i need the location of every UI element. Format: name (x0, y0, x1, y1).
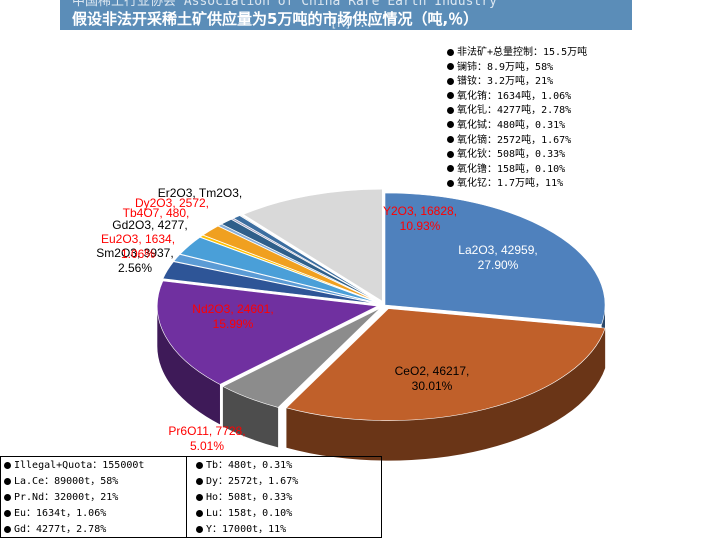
slice-labels: Y2O3, 16828, 10.93%La2O3, 42959, 27.90% CeO… (96, 186, 537, 453)
pie-slice-eu2o3 (173, 254, 378, 304)
legend-item: 氧化钆：4277吨，2.78% (447, 104, 587, 119)
footer-divider (186, 456, 187, 538)
footer-item: Illegal+Quota：155000t (0, 458, 180, 474)
bullet-icon (447, 136, 454, 144)
footer-item: La.Ce：89000t，58% (0, 474, 180, 490)
bullet-icon (447, 92, 454, 100)
bullet-icon (4, 461, 11, 469)
label-la2o3: La2O3, 42959, 27.90% (458, 243, 537, 272)
footer-item: Y：17000t，11% (192, 522, 382, 538)
label-ceo2: CeO2, 46217, 30.01% (395, 364, 470, 393)
pie-side-nd2o3 (157, 306, 220, 425)
label-dy2o3: Dy2O3, 2572, (135, 196, 209, 210)
bullet-icon (196, 461, 203, 469)
footer-box (0, 456, 382, 538)
pie-slice-ceo2 (285, 308, 606, 421)
legend-item: 镨钕：3.2万吨，21% (447, 75, 587, 90)
footer-item: Lu：158t，0.10% (192, 506, 382, 522)
label-pr6o11: Pr6O11, 7728, 5.01% (168, 424, 245, 453)
pie-top (157, 188, 606, 421)
label-sm2o3: Sm2O3, 3937, 2.56% (96, 246, 173, 275)
label-nd2o3: Nd2O3, 24601, 15.99% (192, 302, 273, 331)
label-eu2o3: Eu2O3, 1634, 1.06% (101, 232, 175, 261)
pie-side-ceo2 (286, 328, 606, 461)
bullet-icon (447, 179, 454, 187)
bullet-icon (447, 150, 454, 158)
footer-right-list: Tb：480t，0.31% Dy：2572t，1.67% Ho：508t，0.3… (192, 458, 382, 538)
label-gd2o3: Gd2O3, 4277, (112, 218, 187, 232)
footer-item: Pr.Nd：32000t，21% (0, 490, 180, 506)
pie-slice-dy2o3 (202, 225, 379, 303)
chart-title: 假设非法开采稀土矿供应量为5万吨的市场供应情况（吨,％） (72, 10, 479, 28)
legend-item: 氧化镝：2572吨，1.67% (447, 134, 587, 149)
pie-slice-pr6o11 (222, 307, 381, 408)
bullet-icon (447, 48, 454, 56)
bullet-icon (4, 477, 11, 485)
pie-side-pr6o11 (222, 386, 279, 448)
bullet-icon (447, 106, 454, 114)
legend-item: 氧化铽：480吨，0.31% (447, 119, 587, 134)
title-bar (60, 0, 632, 30)
pie-slice-lu2o3 (239, 214, 381, 303)
label-tb4o7: Tb4O7, 480, (123, 206, 190, 220)
pie-slice-y2o3 (242, 188, 383, 302)
source-line: 中国稀土行业协会 Association of China Rare Earth… (72, 0, 497, 9)
pie-slice-sm2o3 (162, 261, 378, 305)
bullet-icon (447, 63, 454, 71)
pie-slice-gd2o3 (179, 236, 379, 304)
footer-item: Tb：480t，0.31% (192, 458, 382, 474)
label-misc: Er2O3, Tm2O3, (158, 186, 242, 200)
legend-item: 氧化钬：508吨，0.33% (447, 148, 587, 163)
legend-item: 氧化铕：1634吨，1.06% (447, 90, 587, 105)
bullet-icon (4, 509, 11, 517)
bullet-icon (447, 121, 454, 129)
bullet-icon (196, 477, 203, 485)
pie-slice-nd2o3 (157, 280, 379, 385)
bullet-icon (196, 525, 203, 533)
legend-item: 氧化钇：1.7万吨，11% (447, 177, 587, 192)
source-line-2: [R]... (330, 16, 374, 30)
bullet-icon (447, 77, 454, 85)
footer-item: Dy：2572t，1.67% (192, 474, 382, 490)
legend-item: 非法矿+总量控制：15.5万吨 (447, 46, 587, 61)
pie-sides (157, 305, 606, 461)
label-y2o3: Y2O3, 16828, 10.93% (383, 204, 457, 233)
footer-item: Ho：508t，0.33% (192, 490, 382, 506)
footer-left-list: Illegal+Quota：155000t La.Ce：89000t，58% P… (0, 458, 180, 538)
legend-item: 镧铈：8.9万吨，58% (447, 61, 587, 76)
bullet-icon (4, 525, 11, 533)
legend: 非法矿+总量控制：15.5万吨 镧铈：8.9万吨，58% 镨钕：3.2万吨，21… (447, 46, 587, 192)
legend-item: 氧化镥：158吨，0.10% (447, 163, 587, 178)
bullet-icon (4, 493, 11, 501)
bullet-icon (447, 165, 454, 173)
footer-item: Eu：1634t，1.06% (0, 506, 180, 522)
bullet-icon (196, 493, 203, 501)
pie-slice-la2o3 (384, 192, 606, 325)
bullet-icon (196, 509, 203, 517)
footer-item: Gd：4277t，2.78% (0, 522, 180, 538)
